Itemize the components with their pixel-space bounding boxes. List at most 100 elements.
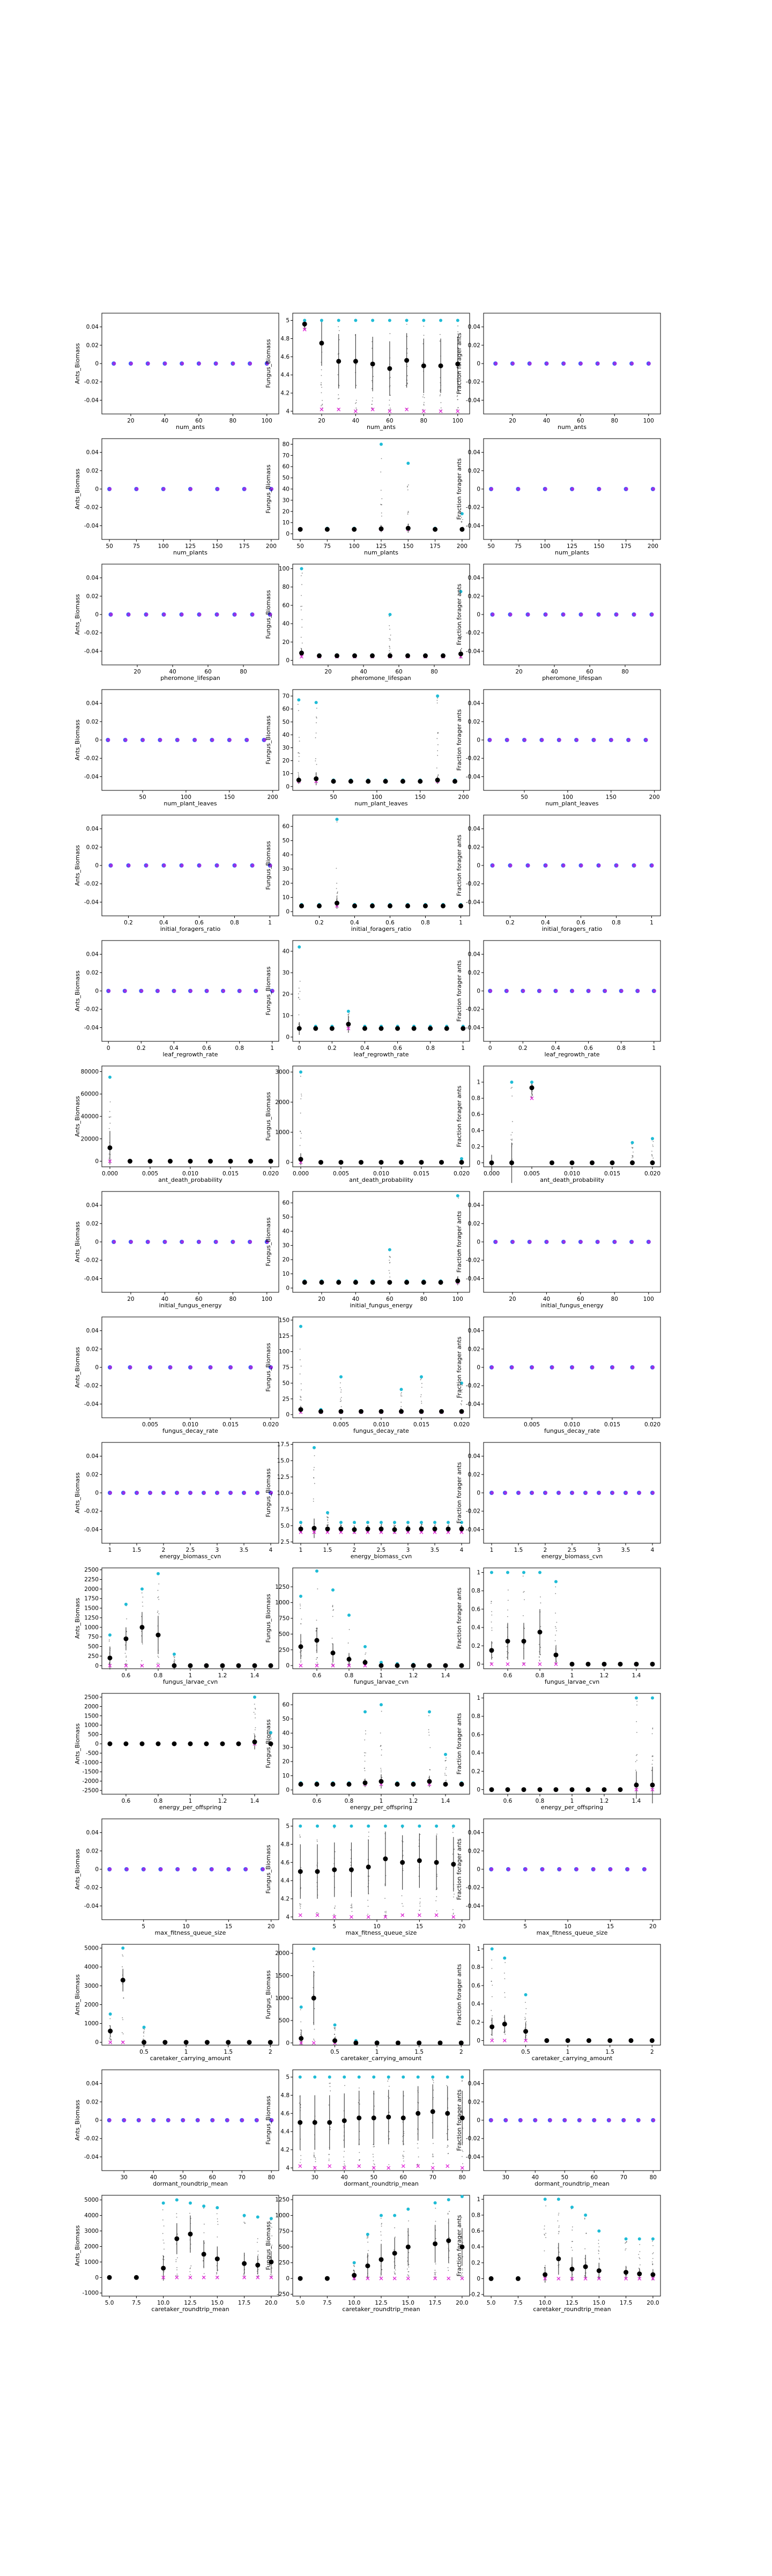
min-point	[299, 1914, 302, 1917]
max-point	[384, 1825, 387, 1828]
y-axis-label: Fraction forager ants	[456, 1211, 463, 1272]
y-tick-label: 10.0	[277, 1490, 290, 1497]
data-point	[598, 487, 601, 491]
sample-dot	[300, 1837, 301, 1838]
mean-point	[455, 1278, 460, 1283]
y-axis-label: Ants_Biomass	[74, 720, 81, 761]
data-point	[129, 1366, 132, 1369]
max-point	[420, 1375, 423, 1379]
sample-dot	[340, 1391, 342, 1393]
y-tick-label: -0.04	[466, 1025, 480, 1031]
y-tick-label: 0	[286, 1787, 290, 1794]
min-point	[320, 408, 323, 411]
sample-dot	[445, 1760, 446, 1761]
sample-dot	[302, 642, 303, 643]
mean-point	[318, 1160, 323, 1165]
x-tick-label: 200	[649, 794, 660, 801]
sample-dot	[340, 1401, 342, 1402]
mean-point	[220, 1742, 225, 1746]
x-tick-label: 100	[643, 1296, 654, 1302]
sample-dot	[381, 1749, 382, 1750]
y-tick-label: 0	[95, 1741, 99, 1748]
y-tick-label: 0.02	[468, 593, 480, 599]
sample-dot	[636, 1721, 637, 1722]
sample-dot	[109, 1123, 110, 1124]
data-point	[633, 613, 636, 616]
sample-dot	[313, 1469, 314, 1470]
x-tick-label: 200	[457, 543, 467, 550]
y-tick-label: 1000	[275, 1600, 290, 1606]
sample-dot	[389, 333, 390, 334]
y-tick-label: -0.02	[84, 630, 99, 636]
data-point	[636, 989, 640, 993]
mean-point	[353, 359, 358, 364]
sample-dot	[158, 1613, 159, 1615]
x-axis-label: max_fitness_queue_size	[346, 1929, 417, 1936]
y-tick-label: 1	[477, 1695, 480, 1701]
y-tick-label: 20	[283, 639, 290, 646]
y-tick-label: 0	[477, 1867, 480, 1873]
mean-point	[444, 1026, 449, 1031]
y-tick-label: 80	[283, 441, 290, 448]
sample-dot	[457, 325, 458, 327]
x-axis-label: ant_death_probability	[349, 1176, 413, 1183]
y-axis-label: Fraction forager ants	[456, 332, 463, 394]
y-tick-label: -0.02	[466, 505, 480, 511]
plot-frame	[293, 690, 470, 790]
y-tick-label: -0.04	[466, 1401, 480, 1408]
sample-dot	[407, 375, 408, 376]
sample-dot	[441, 408, 442, 409]
mean-point	[439, 364, 443, 368]
x-tick-label: 0.015	[604, 1171, 620, 1177]
y-tick-label: -500	[86, 1750, 99, 1757]
x-tick-label: 1	[299, 1547, 303, 1553]
data-point	[648, 1240, 651, 1243]
x-tick-label: 0.8	[426, 1045, 435, 1052]
y-tick-label: 0.04	[468, 324, 481, 330]
y-tick-label: 50	[283, 475, 290, 482]
mean-point	[383, 1856, 388, 1861]
data-point	[130, 362, 133, 365]
data-point	[620, 989, 623, 993]
sample-dot	[364, 1779, 365, 1780]
sample-dot	[337, 893, 338, 894]
y-tick-label: 0	[286, 657, 290, 664]
mean-point	[522, 1787, 526, 1792]
mean-point	[366, 779, 370, 784]
y-axis-label: Fungus_Biomass	[265, 841, 272, 890]
sample-dot	[389, 1262, 390, 1263]
data-point	[651, 1366, 655, 1369]
sample-dot	[142, 1644, 143, 1645]
mean-point	[443, 1663, 448, 1668]
y-tick-label: 4	[286, 408, 290, 414]
y-tick-label: -0.04	[84, 1401, 99, 1408]
y-axis-label: Fungus_Biomass	[265, 1594, 272, 1642]
sample-dot	[423, 394, 424, 395]
max-point	[339, 1375, 343, 1379]
mean-point	[319, 1280, 324, 1285]
max-point	[447, 1521, 450, 1524]
x-tick-label: 0.020	[644, 1422, 660, 1428]
mean-point	[392, 1527, 397, 1532]
sample-dot	[314, 1467, 315, 1468]
mean-point	[509, 1160, 514, 1165]
sample-dot	[406, 324, 407, 325]
y-tick-label: 0	[477, 737, 480, 744]
mean-point	[634, 1782, 639, 1787]
plot-frame	[102, 1568, 279, 1669]
x-tick-label: 80	[611, 1296, 618, 1302]
x-tick-label: 1.5	[323, 1547, 332, 1553]
x-tick-label: 40	[543, 418, 550, 424]
sample-dot	[300, 1605, 301, 1607]
sample-dot	[540, 1626, 541, 1627]
y-tick-label: 30	[283, 1744, 290, 1751]
y-tick-label: 0.02	[86, 342, 99, 349]
sample-dot	[384, 1898, 385, 1899]
mean-point	[363, 1780, 368, 1785]
x-tick-label: 0.2	[124, 920, 133, 926]
sample-dot	[385, 1915, 386, 1916]
y-axis-label: Ants_Biomass	[74, 594, 81, 635]
sample-dot	[424, 404, 425, 405]
sample-dot	[339, 330, 340, 331]
